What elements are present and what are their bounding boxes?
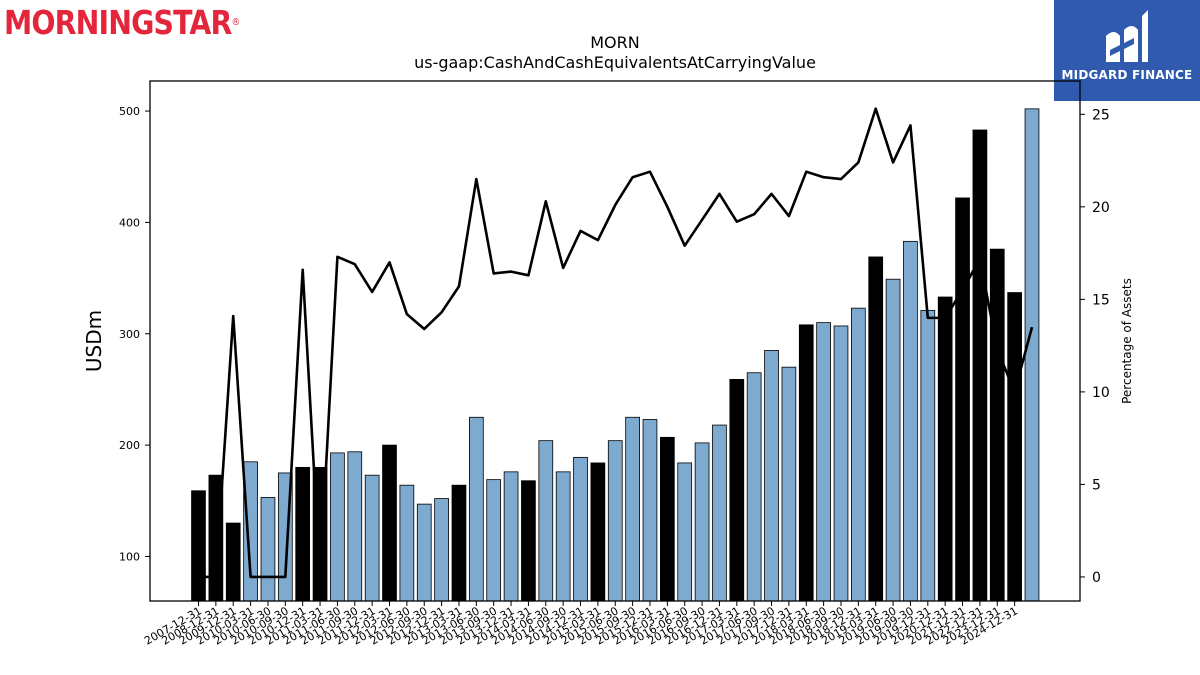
bar-annual [729,379,745,602]
midgard-finance-logo: MIDGARD FINANCE [1054,0,1200,101]
bar-quarter [347,451,363,602]
y-tick-label: 400 [119,216,140,229]
bar-quarter [625,416,640,602]
bar-annual [989,248,1005,602]
y-tick-label: 500 [119,105,140,118]
bar-annual [868,256,884,602]
bar-annual [660,436,675,602]
bar-quarter [399,484,415,602]
logo-name: MIDGARD FINANCE [1061,68,1193,82]
bar-quarter [468,416,484,602]
y2-tick-label: 15 [1092,292,1110,308]
bar-quarter [816,322,831,602]
bar-quarter [781,366,797,602]
bar-quarter [712,424,727,602]
bar-quarter [833,325,849,602]
bar-annual [295,466,311,602]
pct-assets-line [198,107,1034,579]
y-tick-label: 300 [119,328,140,341]
bar-quarter [607,440,623,602]
bar-annual [191,490,206,602]
bar-annual [382,444,397,602]
bar-quarter [694,442,710,602]
bar-quarter [243,461,258,602]
logo-text: MORNINGSTAR [4,3,232,42]
bar-quarter [1024,108,1040,602]
y-axis-right: 0 5 10 15 20 25 [1080,107,1110,586]
bar-quarter [885,278,901,602]
bar-quarter [555,471,571,602]
registered-mark: ® [231,17,241,28]
bar-quarter [364,474,380,602]
pct-line-layer [198,107,1034,579]
bar-quarter [503,471,519,602]
chart-subtitle: us-gaap:CashAndCashEquivalentsAtCarrying… [414,53,816,72]
y2-tick-label: 0 [1092,570,1101,586]
bar-annual [1007,292,1022,602]
bar-quarter [746,372,762,602]
y2-axis-label: Percentage of Assets [1120,278,1134,404]
bar-quarter [486,479,502,602]
bar-annual [521,480,536,602]
bar-quarter [260,497,276,602]
y-tick-label: 100 [119,550,140,563]
bar-quarter [573,456,588,602]
bar-quarter [903,240,918,602]
y-axis-left: 100 200 300 400 500 [119,105,150,563]
y-tick-label: 200 [119,439,140,452]
bar-annual [937,296,953,602]
bar-quarter [538,440,554,602]
bars [191,108,1040,602]
y-axis-label: USDm [82,310,106,372]
bar-annual [798,324,814,602]
y2-tick-label: 10 [1092,385,1110,401]
bar-quarter [764,350,779,602]
bar-quarter [642,419,658,602]
bar-annual [972,129,988,602]
bar-quarter [920,309,936,602]
bar-annual [451,484,467,602]
bar-quarter [851,307,866,602]
morningstar-logo: MORNINGSTAR® [4,4,240,42]
bar-quarter [434,498,449,602]
x-axis: 2007-12-312008-12-312009-12-312010-03-31… [142,601,1020,648]
bar-quarter [677,462,693,602]
y2-tick-label: 20 [1092,200,1110,216]
chart-title: MORN [590,33,639,52]
y2-tick-label: 25 [1092,107,1110,123]
bar-quarter [330,452,345,602]
y2-tick-label: 5 [1092,477,1101,493]
bar-quarter [416,503,432,602]
bar-annual [590,462,606,602]
midgard-emblem-icon [1106,10,1148,62]
bar-annual [225,522,241,602]
bar-annual [955,197,970,602]
